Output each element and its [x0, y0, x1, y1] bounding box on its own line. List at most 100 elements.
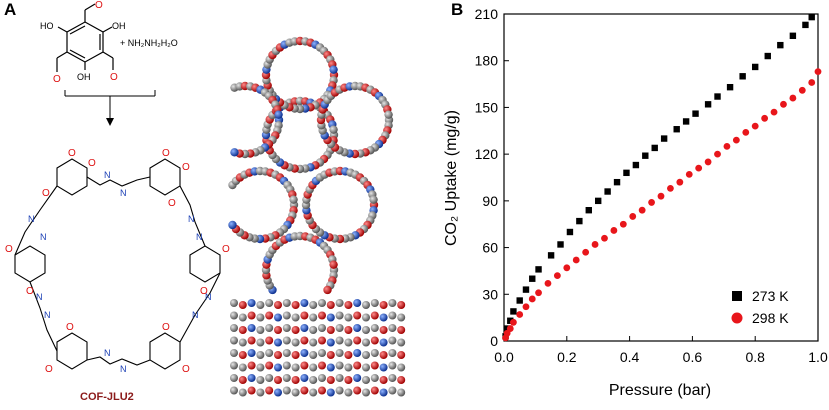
svg-text:O: O	[200, 286, 208, 297]
atom-sphere	[388, 336, 397, 345]
atom-sphere	[309, 363, 318, 372]
atom-sphere	[362, 376, 370, 384]
atom-sphere	[353, 299, 362, 307]
svg-text:N: N	[192, 310, 199, 320]
atom-sphere	[353, 336, 362, 345]
arrow-head	[106, 118, 114, 126]
atom-sphere	[230, 324, 238, 332]
atom-sphere	[300, 374, 309, 382]
atom-sphere	[397, 351, 406, 359]
svg-text:O: O	[5, 244, 13, 255]
atom-sphere	[362, 313, 370, 322]
atom-sphere	[247, 349, 256, 357]
svg-text:N: N	[120, 188, 127, 198]
atom-sphere	[397, 338, 406, 347]
data-point	[619, 220, 627, 228]
x-tick-label: 0.4	[620, 349, 640, 365]
data-point	[557, 241, 564, 248]
data-point	[673, 126, 680, 133]
atom-sphere	[323, 285, 332, 295]
atom-sphere	[274, 110, 283, 119]
y-axis-title: CO₂ Uptake (mg/g)	[443, 110, 460, 246]
atom-sphere	[397, 388, 406, 397]
atom-sphere	[274, 351, 282, 359]
svg-text:O: O	[182, 162, 190, 173]
atom-sphere	[291, 338, 300, 347]
panel-b-label: B	[451, 0, 464, 19]
y-tick-label: 150	[475, 99, 499, 115]
atom-sphere	[291, 351, 300, 359]
atom-sphere	[326, 363, 335, 372]
atom-sphere	[265, 336, 274, 345]
atom-sphere	[238, 351, 247, 359]
x-tick-label: 0.0	[494, 349, 514, 365]
data-point	[808, 79, 816, 86]
atom-sphere	[362, 338, 370, 347]
atom-sphere	[326, 326, 335, 334]
svg-text:O: O	[66, 322, 74, 333]
atom-sphere	[274, 338, 282, 347]
data-point	[704, 101, 712, 108]
data-point	[629, 213, 637, 220]
data-point	[657, 192, 665, 200]
atom-sphere	[230, 311, 238, 320]
atom-sphere	[300, 311, 309, 320]
atom-sphere	[335, 324, 344, 332]
atom-sphere	[265, 361, 274, 370]
y-tick-label: 180	[475, 53, 499, 69]
atom-sphere	[256, 376, 265, 384]
atom-sphere	[370, 349, 379, 357]
svg-text:N: N	[205, 292, 212, 302]
atom-sphere	[309, 301, 318, 309]
atom-sphere	[353, 374, 362, 382]
atom-sphere	[291, 301, 300, 309]
atom-sphere	[335, 361, 344, 370]
atom-sphere	[326, 351, 335, 359]
atom-sphere	[256, 301, 265, 309]
plot-frame	[503, 13, 819, 342]
atom-sphere	[238, 376, 247, 384]
y-axis-ticks: 0 30 60 90 120 150 180 210	[475, 6, 509, 349]
atom-sphere	[329, 125, 338, 134]
atom-sphere	[344, 326, 353, 334]
atom-sphere	[300, 361, 309, 370]
atom-sphere	[370, 361, 379, 370]
atom-sphere	[353, 311, 362, 320]
atom-sphere	[309, 313, 318, 322]
hydroxyl-label-3: OH	[77, 72, 91, 82]
data-point	[566, 228, 574, 236]
atom-sphere	[238, 313, 247, 322]
svg-text:N: N	[44, 310, 51, 320]
atom-sphere	[247, 311, 256, 320]
svg-text:N: N	[28, 214, 35, 224]
atom-sphere	[370, 324, 379, 332]
atom-sphere	[282, 349, 291, 357]
atom-sphere	[318, 349, 326, 357]
x-tick-label: 0.2	[557, 349, 577, 365]
svg-text:O: O	[222, 244, 230, 255]
legend: 273 K 298 K	[731, 288, 789, 326]
y-tick-label: 0	[490, 333, 498, 349]
data-point	[623, 169, 630, 177]
data-point	[582, 248, 590, 256]
atom-sphere	[329, 65, 338, 74]
atom-sphere	[256, 388, 265, 397]
atom-sphere	[318, 311, 326, 320]
atom-sphere	[388, 374, 397, 382]
atom-sphere	[370, 311, 379, 320]
svg-text:O: O	[26, 286, 34, 297]
atom-sphere	[388, 311, 397, 320]
svg-text:N: N	[36, 292, 43, 302]
atom-sphere	[379, 338, 388, 347]
atom-sphere	[344, 338, 353, 347]
data-point	[761, 114, 769, 122]
svg-text:O: O	[45, 364, 53, 375]
atom-sphere	[228, 220, 237, 230]
atom-sphere	[282, 311, 291, 320]
atom-sphere	[309, 388, 318, 397]
atom-sphere	[238, 363, 247, 372]
hydroxyl-label-1: HO	[40, 21, 54, 31]
data-point	[535, 266, 542, 273]
atom-sphere	[379, 326, 388, 334]
atom-sphere	[362, 351, 370, 359]
